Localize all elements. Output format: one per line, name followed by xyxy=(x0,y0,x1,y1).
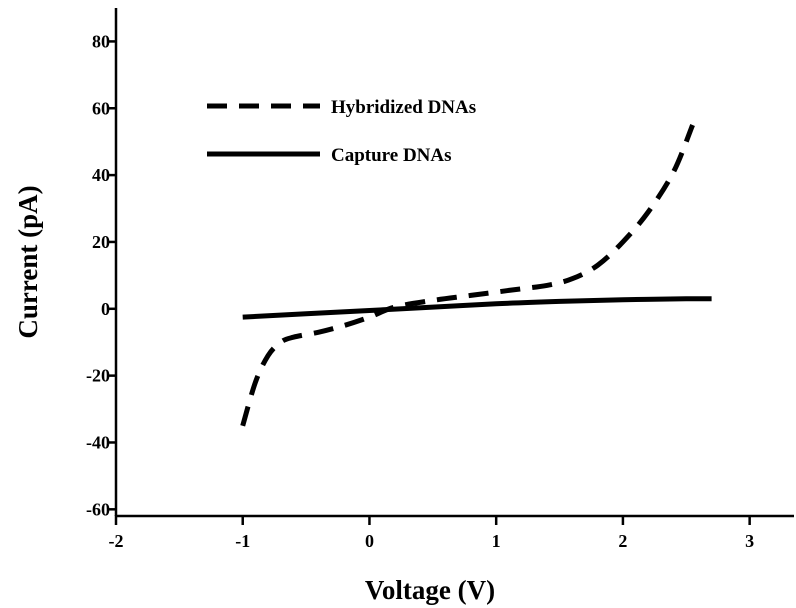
x-ticks: -2 -1 0 1 2 3 xyxy=(109,515,754,551)
y-tick-label: -40 xyxy=(86,432,110,452)
y-tick-label: 40 xyxy=(92,165,110,185)
y-tick-label: 80 xyxy=(92,31,110,51)
y-axis-title: Current (pA) xyxy=(13,185,43,338)
x-tick-label: 0 xyxy=(365,531,374,551)
y-ticks: -60 -40 -20 0 20 40 60 80 xyxy=(86,31,117,519)
x-tick-label: 3 xyxy=(745,531,754,551)
x-tick-label: 1 xyxy=(492,531,501,551)
x-tick-label: -2 xyxy=(109,531,124,551)
y-tick-label: -20 xyxy=(86,366,110,386)
legend-label-capture: Capture DNAs xyxy=(331,145,452,166)
series-layer xyxy=(240,124,712,427)
y-tick-label: -60 xyxy=(86,499,110,519)
x-tick-label: 2 xyxy=(618,531,627,551)
legend: Hybridized DNAs Capture DNAs xyxy=(207,97,476,166)
y-tick-label: 0 xyxy=(101,299,110,319)
legend-label-hybridized: Hybridized DNAs xyxy=(331,97,476,118)
series-line-hybridized xyxy=(240,124,695,427)
x-axis-title: Voltage (V) xyxy=(365,575,495,605)
series-line-capture xyxy=(242,296,712,320)
x-tick-label: -1 xyxy=(235,531,250,551)
y-tick-label: 60 xyxy=(92,98,110,118)
axes xyxy=(114,8,794,518)
y-tick-label: 20 xyxy=(92,232,110,252)
